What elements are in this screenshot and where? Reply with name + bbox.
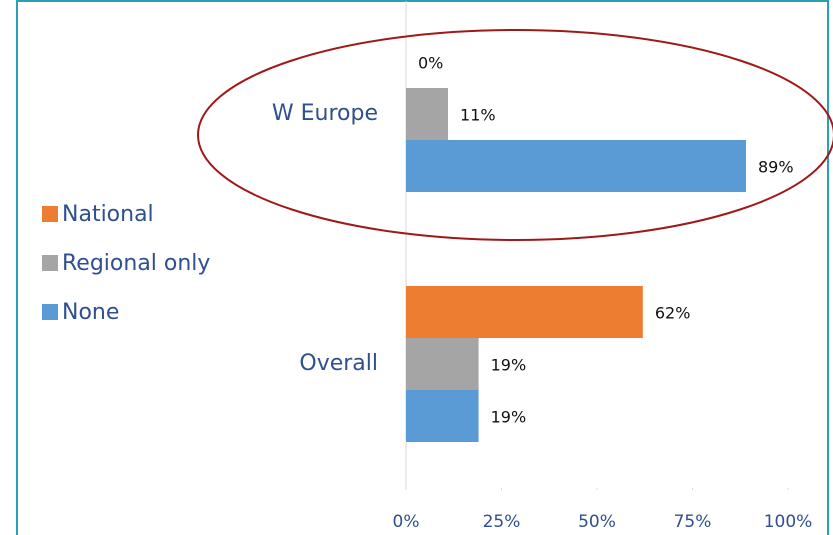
data-label: 19% — [491, 356, 527, 375]
data-label: 89% — [758, 158, 794, 177]
x-tick-label: 0% — [393, 512, 420, 532]
data-label: 11% — [460, 106, 496, 125]
legend-swatch — [42, 206, 58, 222]
legend-label: National — [62, 202, 154, 227]
data-label: 62% — [655, 304, 691, 323]
x-tick-label: 75% — [674, 512, 712, 532]
data-label: 0% — [418, 54, 443, 73]
bar — [406, 140, 746, 192]
x-tick-label: 25% — [483, 512, 521, 532]
data-label: 19% — [491, 408, 527, 427]
x-tick-label: 100% — [764, 512, 813, 532]
bar — [406, 286, 643, 338]
category-label: Overall — [299, 351, 378, 376]
annotation-ellipse — [197, 29, 833, 241]
legend-swatch — [42, 255, 58, 271]
bar — [406, 338, 479, 390]
x-tick-label: 50% — [578, 512, 616, 532]
legend-swatch — [42, 304, 58, 320]
bar — [406, 390, 479, 442]
legend-label: None — [62, 300, 119, 325]
bar — [406, 88, 449, 140]
legend-label: Regional only — [62, 251, 210, 276]
category-label: W Europe — [272, 101, 378, 126]
